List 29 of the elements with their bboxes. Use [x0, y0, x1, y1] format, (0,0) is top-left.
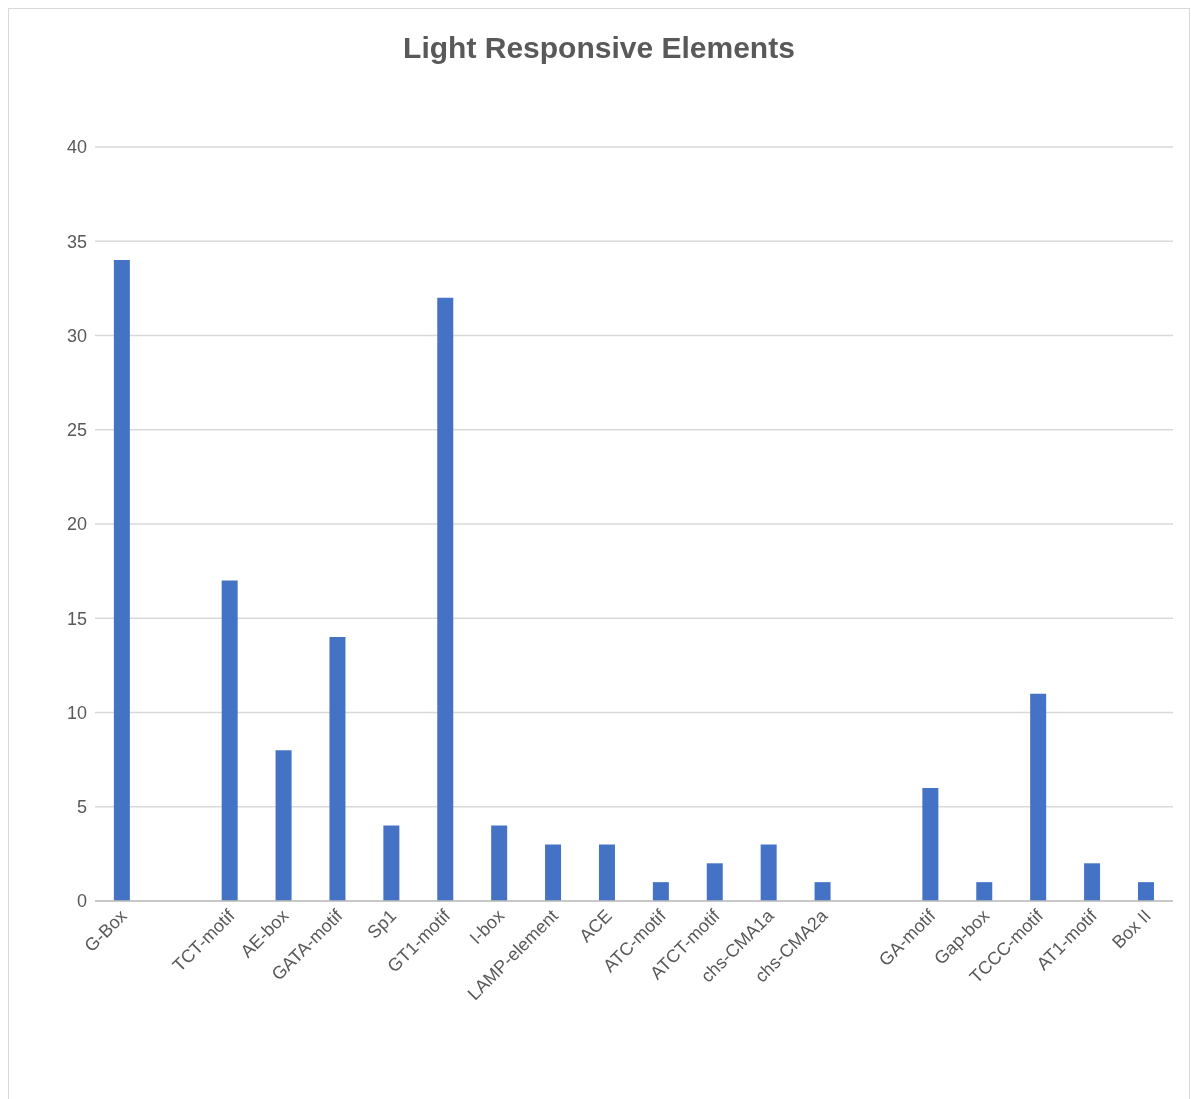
- y-tick-label: 25: [66, 420, 87, 441]
- bar: [760, 844, 777, 901]
- y-tick-label: 30: [66, 325, 87, 346]
- bar: [652, 882, 669, 901]
- bar: [383, 825, 400, 901]
- bar: [706, 863, 723, 901]
- y-tick-label: 20: [66, 514, 87, 535]
- bar: [329, 637, 346, 901]
- bar: [437, 297, 454, 901]
- x-tick-label: Box II: [1108, 905, 1155, 953]
- bar: [1030, 693, 1047, 901]
- y-tick-label: 35: [66, 231, 87, 252]
- y-tick-label: 5: [76, 797, 87, 818]
- bar: [1137, 882, 1154, 901]
- bar: [1084, 863, 1101, 901]
- bar: [545, 844, 562, 901]
- bar: [598, 844, 615, 901]
- bar: [113, 260, 130, 901]
- bar: [976, 882, 993, 901]
- bar: [814, 882, 831, 901]
- bar: [491, 825, 508, 901]
- y-tick-label: 40: [66, 137, 87, 158]
- y-tick-label: 0: [76, 891, 87, 912]
- bar: [275, 750, 292, 901]
- y-tick-label: 10: [66, 702, 87, 723]
- bar: [221, 580, 238, 901]
- chart-title: Light Responsive Elements: [402, 31, 796, 65]
- y-tick-label: 15: [66, 608, 87, 629]
- bar: [922, 787, 939, 901]
